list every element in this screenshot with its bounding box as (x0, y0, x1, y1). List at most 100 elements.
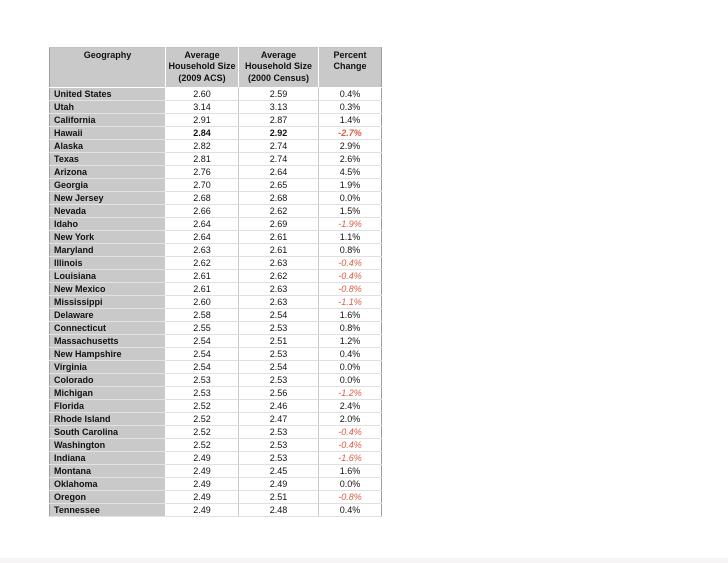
percent-change-cell: 0.4% (318, 502, 382, 517)
geography-cell: Texas (49, 151, 166, 166)
geography-cell: Colorado (49, 372, 166, 387)
census-2000-cell: 2.53 (238, 346, 319, 361)
census-2000-cell: 2.53 (238, 450, 319, 465)
census-2000-cell: 2.53 (238, 320, 319, 335)
acs-2009-cell: 2.52 (165, 424, 239, 439)
household-size-table-container: Geography Average Household Size (2009 A… (49, 47, 382, 517)
percent-change-cell: 1.5% (318, 203, 382, 218)
percent-change-cell: -0.4% (318, 424, 382, 439)
percent-change-cell: 0.0% (318, 190, 382, 205)
geography-cell: Alaska (49, 138, 166, 153)
census-2000-cell: 2.51 (238, 333, 319, 348)
geography-cell: South Carolina (49, 424, 166, 439)
acs-2009-cell: 2.63 (165, 242, 239, 257)
acs-2009-cell: 2.70 (165, 177, 239, 192)
percent-change-cell: -2.7% (318, 125, 382, 140)
percent-change-cell: 2.4% (318, 398, 382, 413)
page-bottom-edge (0, 558, 728, 563)
percent-change-cell: 1.1% (318, 229, 382, 244)
table-row: Connecticut 2.55 2.53 0.8% (49, 320, 382, 335)
percent-change-cell: -0.8% (318, 489, 382, 504)
header-acs-2009: Average Household Size (2009 ACS) (165, 47, 239, 88)
table-row: Montana 2.49 2.45 1.6% (49, 463, 382, 478)
geography-cell: Mississippi (49, 294, 166, 309)
acs-2009-cell: 2.61 (165, 268, 239, 283)
acs-2009-cell: 2.60 (165, 86, 239, 101)
table-row: Georgia 2.70 2.65 1.9% (49, 177, 382, 192)
table-row: Idaho 2.64 2.69 -1.9% (49, 216, 382, 231)
geography-cell: Maryland (49, 242, 166, 257)
acs-2009-cell: 2.55 (165, 320, 239, 335)
percent-change-cell: 0.4% (318, 346, 382, 361)
table-row: Oklahoma 2.49 2.49 0.0% (49, 476, 382, 491)
geography-cell: New Jersey (49, 190, 166, 205)
geography-cell: Rhode Island (49, 411, 166, 426)
table-row: Utah 3.14 3.13 0.3% (49, 99, 382, 114)
table-row: Massachusetts 2.54 2.51 1.2% (49, 333, 382, 348)
table-row: Alaska 2.82 2.74 2.9% (49, 138, 382, 153)
table-row: New Mexico 2.61 2.63 -0.8% (49, 281, 382, 296)
percent-change-cell: 2.6% (318, 151, 382, 166)
acs-2009-cell: 2.68 (165, 190, 239, 205)
table-row: South Carolina 2.52 2.53 -0.4% (49, 424, 382, 439)
geography-cell: Montana (49, 463, 166, 478)
geography-cell: California (49, 112, 166, 127)
census-2000-cell: 2.87 (238, 112, 319, 127)
census-2000-cell: 2.92 (238, 125, 319, 140)
geography-cell: Connecticut (49, 320, 166, 335)
acs-2009-cell: 2.62 (165, 255, 239, 270)
table-row: New Jersey 2.68 2.68 0.0% (49, 190, 382, 205)
percent-change-cell: 0.0% (318, 476, 382, 491)
census-2000-cell: 2.62 (238, 203, 319, 218)
geography-cell: New Hampshire (49, 346, 166, 361)
percent-change-cell: -0.4% (318, 268, 382, 283)
geography-cell: Delaware (49, 307, 166, 322)
table-row: Hawaii 2.84 2.92 -2.7% (49, 125, 382, 140)
census-2000-cell: 2.49 (238, 476, 319, 491)
census-2000-cell: 2.65 (238, 177, 319, 192)
household-size-table: Geography Average Household Size (2009 A… (49, 47, 382, 517)
percent-change-cell: 1.4% (318, 112, 382, 127)
percent-change-cell: 4.5% (318, 164, 382, 179)
table-row: California 2.91 2.87 1.4% (49, 112, 382, 127)
percent-change-cell: -0.4% (318, 255, 382, 270)
acs-2009-cell: 2.66 (165, 203, 239, 218)
census-2000-cell: 2.59 (238, 86, 319, 101)
table-header: Geography Average Household Size (2009 A… (49, 47, 382, 88)
percent-change-cell: 1.6% (318, 463, 382, 478)
table-row: Maryland 2.63 2.61 0.8% (49, 242, 382, 257)
table-row: Arizona 2.76 2.64 4.5% (49, 164, 382, 179)
census-2000-cell: 2.63 (238, 281, 319, 296)
acs-2009-cell: 2.91 (165, 112, 239, 127)
census-2000-cell: 2.62 (238, 268, 319, 283)
percent-change-cell: -0.4% (318, 437, 382, 452)
geography-cell: Hawaii (49, 125, 166, 140)
table-row: Florida 2.52 2.46 2.4% (49, 398, 382, 413)
census-2000-cell: 2.63 (238, 255, 319, 270)
table-row: Colorado 2.53 2.53 0.0% (49, 372, 382, 387)
table-row: Mississippi 2.60 2.63 -1.1% (49, 294, 382, 309)
table-row: Michigan 2.53 2.56 -1.2% (49, 385, 382, 400)
table-row: Louisiana 2.61 2.62 -0.4% (49, 268, 382, 283)
percent-change-cell: 0.0% (318, 372, 382, 387)
geography-cell: Nevada (49, 203, 166, 218)
census-2000-cell: 2.45 (238, 463, 319, 478)
acs-2009-cell: 2.84 (165, 125, 239, 140)
acs-2009-cell: 2.49 (165, 450, 239, 465)
census-2000-cell: 2.61 (238, 229, 319, 244)
geography-cell: Massachusetts (49, 333, 166, 348)
acs-2009-cell: 2.60 (165, 294, 239, 309)
census-2000-cell: 2.46 (238, 398, 319, 413)
header-row: Geography Average Household Size (2009 A… (49, 47, 382, 88)
percent-change-cell: -1.1% (318, 294, 382, 309)
percent-change-cell: 0.8% (318, 242, 382, 257)
census-2000-cell: 2.69 (238, 216, 319, 231)
geography-cell: Georgia (49, 177, 166, 192)
acs-2009-cell: 2.49 (165, 463, 239, 478)
table-row: Texas 2.81 2.74 2.6% (49, 151, 382, 166)
acs-2009-cell: 2.52 (165, 398, 239, 413)
percent-change-cell: 0.4% (318, 86, 382, 101)
percent-change-cell: 0.8% (318, 320, 382, 335)
table-row: New York 2.64 2.61 1.1% (49, 229, 382, 244)
